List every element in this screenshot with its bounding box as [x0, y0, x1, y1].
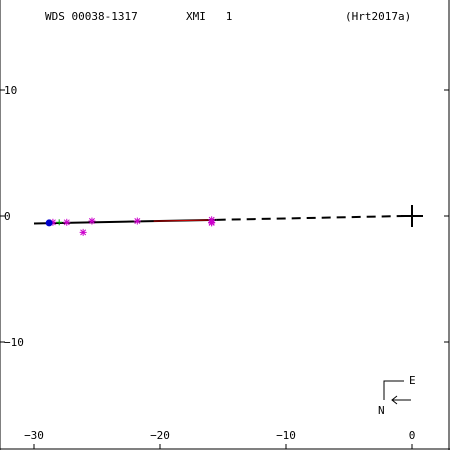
y-tick-label: −10 [4, 336, 24, 349]
x-tick-label: −10 [276, 429, 296, 442]
compass-north-label: N [378, 404, 385, 417]
latest-observation-point [45, 219, 53, 227]
observation-point [63, 218, 71, 226]
compass-east-label: E [409, 374, 416, 387]
primary-star-marker [401, 205, 423, 227]
discoverer-label: XMI 1 [186, 10, 232, 23]
observation-markers [45, 216, 216, 236]
x-tick-label: 0 [409, 429, 416, 442]
compass-rose: E N [378, 374, 416, 417]
observation-point [79, 228, 87, 236]
reference-label: (Hrt2017a) [345, 10, 411, 23]
x-tick-label: −20 [150, 429, 170, 442]
left-arrow-icon [391, 395, 411, 405]
x-tick-label: −30 [24, 429, 44, 442]
y-tick-label: 0 [4, 210, 11, 223]
observation-point [133, 217, 141, 225]
residual-segment [153, 219, 211, 222]
axis-ticks: −30 −20 −10 0 10 0 −10 [0, 84, 449, 449]
linear-fit-line [33, 215, 406, 225]
fit-dashed-segment [216, 215, 406, 221]
wds-label: WDS 00038-1317 [45, 10, 138, 23]
observation-point [88, 217, 96, 225]
compass-axes-icon [383, 380, 404, 400]
y-tick-label: 10 [4, 84, 17, 97]
observation-point [208, 219, 216, 227]
other-observation-point [56, 219, 63, 226]
